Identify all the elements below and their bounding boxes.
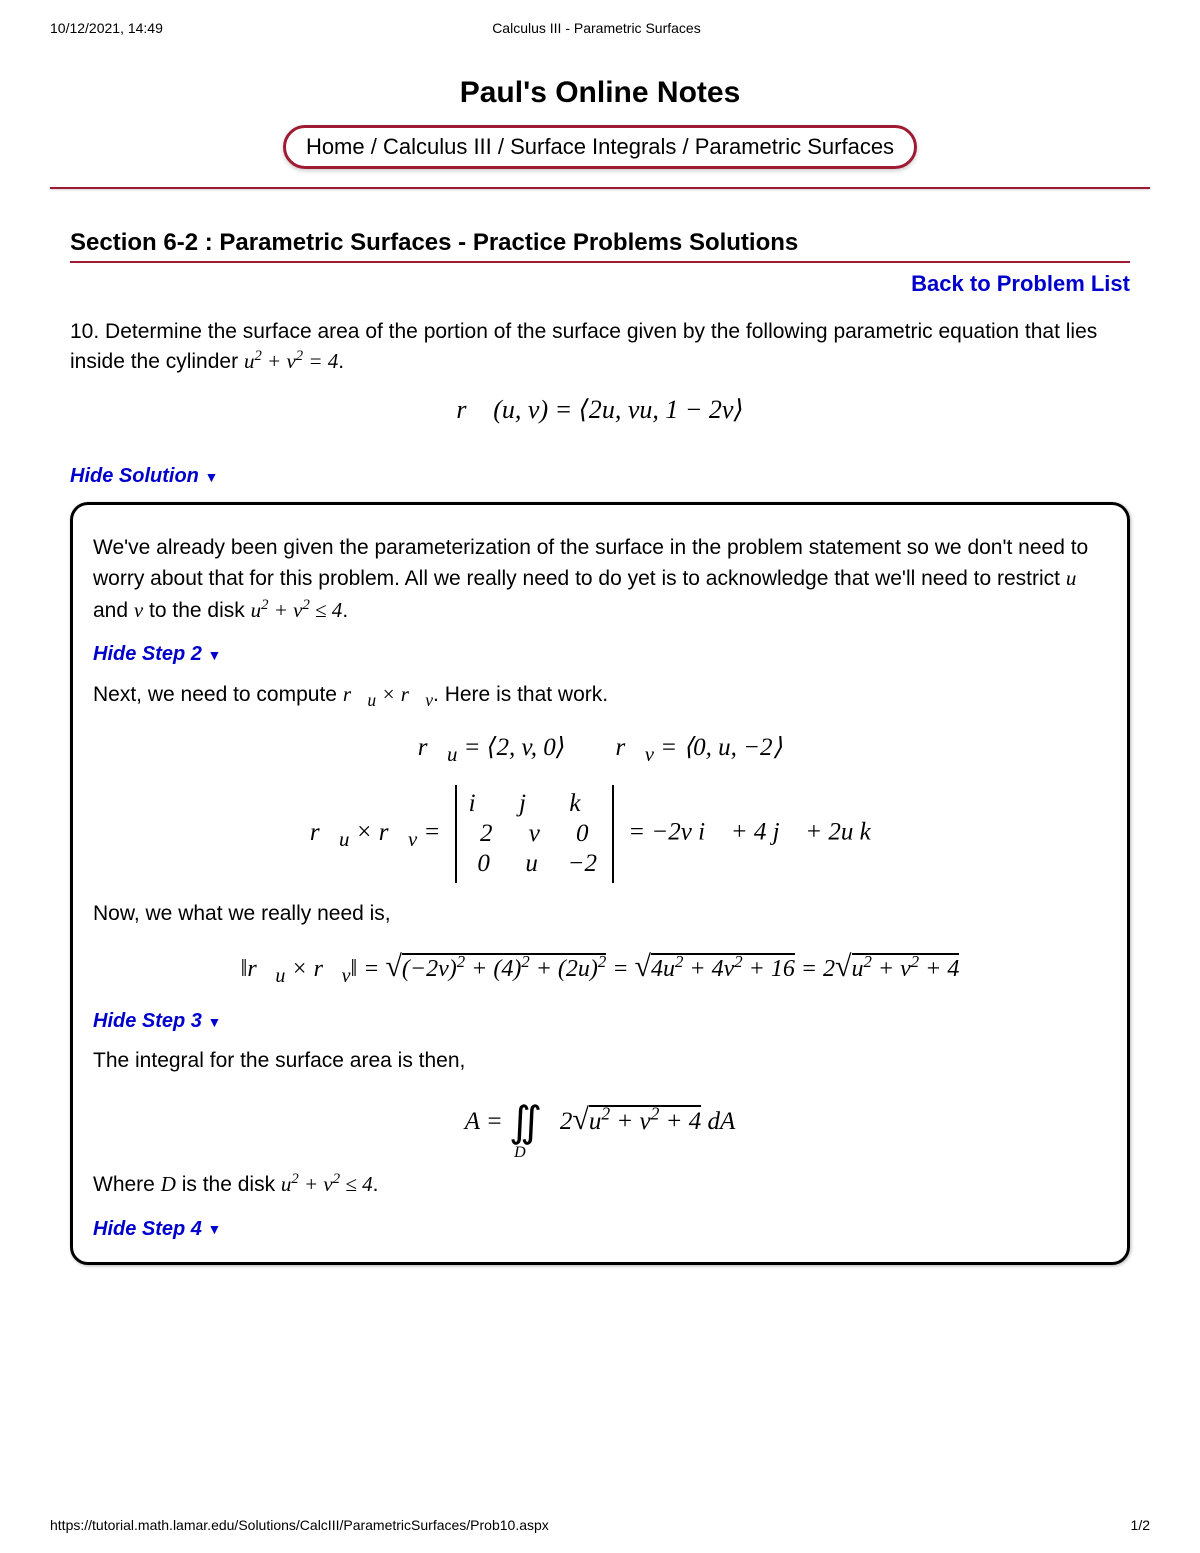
breadcrumb[interactable]: Home / Calculus III / Surface Integrals … — [283, 125, 917, 169]
step3-D: D — [161, 1172, 176, 1196]
step1-c: . — [342, 599, 348, 622]
step1-u: u — [1066, 566, 1077, 590]
section-title: Section 6-2 : Parametric Surfaces - Prac… — [70, 229, 1130, 263]
step2-cross-inline: r⃗u × r⃗v — [343, 682, 433, 706]
print-doc-title: Calculus III - Parametric Surfaces — [163, 20, 1030, 36]
print-header: 10/12/2021, 14:49 Calculus III - Paramet… — [50, 20, 1150, 36]
caret-down-icon: ▼ — [207, 1012, 221, 1032]
step3-where-c: . — [373, 1173, 379, 1196]
divider — [50, 187, 1150, 189]
hide-step3-label: Hide Step 3 — [93, 1010, 202, 1032]
print-footer: https://tutorial.math.lamar.edu/Solution… — [50, 1517, 1150, 1533]
problem-text-a: 10. Determine the surface area of the po… — [70, 320, 1097, 373]
step3-integral: A = ∬D 2√u2 + v2 + 4 dA — [93, 1093, 1107, 1154]
print-page-num: 1/2 — [1131, 1517, 1150, 1533]
step3-disk: u2 + v2 ≤ 4 — [281, 1172, 373, 1196]
step2-intro-b: . Here is that work. — [433, 683, 608, 706]
step3-where-b: is the disk — [176, 1173, 281, 1196]
step2-intro-a: Next, we need to compute — [93, 683, 343, 706]
step1-text: We've already been given the parameteriz… — [93, 533, 1107, 626]
back-link-row: Back to Problem List — [70, 271, 1130, 297]
site-title: Paul's Online Notes — [50, 76, 1150, 110]
problem-condition: u2 + v2 = 4 — [244, 349, 338, 373]
step1-disk: u2 + v2 ≤ 4 — [251, 598, 343, 622]
step2-partials: r⃗u = ⟨2, v, 0⟩ r⃗v = ⟨0, u, −2⟩ — [93, 730, 1107, 769]
hide-step4-toggle[interactable]: Hide Step 4 ▼ — [93, 1215, 1107, 1244]
step1-b: to the disk — [143, 599, 250, 622]
step3-intro: The integral for the surface area is the… — [93, 1046, 1107, 1076]
step1-v: v — [134, 598, 143, 622]
breadcrumb-wrap: Home / Calculus III / Surface Integrals … — [50, 125, 1150, 169]
problem-equation: r⃗ (u, v) = ⟨2u, vu, 1 − 2v⟩ — [70, 395, 1130, 425]
problem-text-b: . — [338, 350, 344, 373]
step2-intro: Next, we need to compute r⃗u × r⃗v. Here… — [93, 679, 1107, 714]
step2-now: Now, we what we really need is, — [93, 899, 1107, 929]
hide-solution-toggle[interactable]: Hide Solution ▼ — [70, 465, 1130, 488]
caret-down-icon: ▼ — [204, 469, 218, 485]
step2-magnitude: ‖r⃗u × r⃗v‖ = √(−2v)2 + (4)2 + (2u)2 = √… — [93, 945, 1107, 991]
print-timestamp: 10/12/2021, 14:49 — [50, 20, 163, 36]
solution-box: We've already been given the parameteriz… — [70, 502, 1130, 1265]
hide-step3-toggle[interactable]: Hide Step 3 ▼ — [93, 1007, 1107, 1036]
step2-cross-product: r⃗u × r⃗v = i⃗j⃗k⃗ 2v0 0u−2 = −2v i⃗ + 4… — [93, 785, 1107, 883]
hide-solution-label: Hide Solution — [70, 465, 199, 487]
determinant: i⃗j⃗k⃗ 2v0 0u−2 — [455, 785, 614, 883]
content: Section 6-2 : Parametric Surfaces - Prac… — [50, 229, 1150, 1265]
print-url: https://tutorial.math.lamar.edu/Solution… — [50, 1517, 549, 1533]
caret-down-icon: ▼ — [207, 645, 221, 665]
hide-step2-label: Hide Step 2 — [93, 643, 202, 665]
step3-where: Where D is the disk u2 + v2 ≤ 4. — [93, 1169, 1107, 1200]
hide-step2-toggle[interactable]: Hide Step 2 ▼ — [93, 640, 1107, 669]
step1-a: We've already been given the parameteriz… — [93, 536, 1088, 590]
problem-statement: 10. Determine the surface area of the po… — [70, 317, 1130, 377]
step3-where-a: Where — [93, 1173, 161, 1196]
step1-and: and — [93, 599, 134, 622]
back-to-list-link[interactable]: Back to Problem List — [911, 271, 1130, 296]
page-container: 10/12/2021, 14:49 Calculus III - Paramet… — [0, 0, 1200, 1553]
caret-down-icon: ▼ — [207, 1219, 221, 1239]
hide-step4-label: Hide Step 4 — [93, 1218, 202, 1240]
